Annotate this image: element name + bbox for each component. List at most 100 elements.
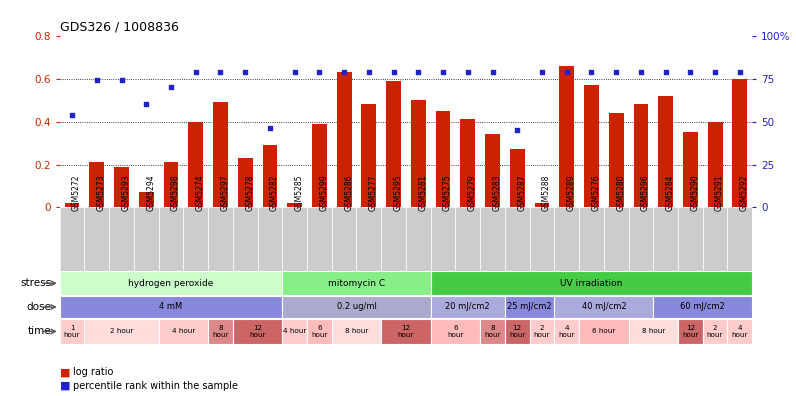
Text: 4
hour: 4 hour (732, 325, 748, 338)
Text: time: time (28, 326, 52, 337)
Point (585, 69, 598, 75)
Bar (505, 319, 529, 344)
Text: GSM5297: GSM5297 (220, 174, 229, 211)
Bar (584, 85, 599, 208)
Bar (505, 208, 529, 271)
Text: 60 mJ/cm2: 60 mJ/cm2 (681, 303, 725, 312)
Point (239, 69, 252, 75)
Bar (554, 296, 654, 318)
Text: GSM5274: GSM5274 (196, 174, 205, 211)
Text: GSM5278: GSM5278 (245, 174, 254, 211)
Point (387, 69, 400, 75)
Text: GSM5282: GSM5282 (270, 174, 279, 211)
Bar (703, 319, 728, 344)
Text: 40 mJ/cm2: 40 mJ/cm2 (582, 303, 626, 312)
Bar (283, 208, 307, 271)
Bar (332, 208, 357, 271)
Bar (208, 208, 232, 271)
Bar (232, 319, 283, 344)
Text: GSM5289: GSM5289 (567, 174, 576, 211)
Bar (411, 100, 426, 208)
Bar (213, 102, 228, 208)
Bar (60, 271, 283, 295)
Text: stress: stress (20, 278, 52, 288)
Point (412, 69, 425, 75)
Bar (554, 208, 579, 271)
Bar (381, 208, 406, 271)
Bar (480, 208, 505, 271)
Text: 2
hour: 2 hour (707, 325, 724, 338)
Text: 12
hour: 12 hour (682, 325, 699, 338)
Bar (708, 122, 723, 208)
Point (708, 69, 721, 75)
Text: GSM5294: GSM5294 (146, 174, 155, 211)
Bar (238, 158, 252, 208)
Bar (579, 319, 629, 344)
Bar (732, 78, 747, 208)
Point (91, 77, 103, 84)
Text: 8
hour: 8 hour (213, 325, 228, 338)
Bar (183, 208, 208, 271)
Bar (654, 208, 678, 271)
Bar (89, 162, 104, 208)
Bar (485, 135, 500, 208)
Bar (654, 296, 752, 318)
Point (733, 69, 746, 75)
Point (610, 69, 622, 75)
Bar (509, 150, 525, 208)
Text: ■: ■ (60, 367, 70, 377)
Bar (554, 319, 579, 344)
Bar (134, 208, 158, 271)
Bar (703, 208, 728, 271)
Bar (307, 208, 332, 271)
Text: GSM5277: GSM5277 (369, 174, 378, 211)
Bar (683, 132, 698, 208)
Point (165, 84, 178, 90)
Bar (728, 319, 752, 344)
Text: GSM5290: GSM5290 (690, 174, 700, 211)
Text: 20 mJ/cm2: 20 mJ/cm2 (446, 303, 490, 312)
Text: 6 hour: 6 hour (592, 328, 615, 334)
Text: GSM5291: GSM5291 (715, 174, 724, 211)
Text: 4
hour: 4 hour (559, 325, 575, 338)
Bar (189, 122, 203, 208)
Bar (258, 208, 283, 271)
Bar (460, 120, 475, 208)
Point (189, 69, 202, 75)
Text: 1
hour: 1 hour (64, 325, 80, 338)
Point (634, 69, 647, 75)
Point (684, 69, 696, 75)
Bar (84, 319, 158, 344)
Text: percentile rank within the sample: percentile rank within the sample (73, 381, 238, 391)
Point (288, 69, 301, 75)
Point (140, 101, 153, 108)
Text: log ratio: log ratio (73, 367, 114, 377)
Bar (579, 208, 604, 271)
Text: 8 hour: 8 hour (642, 328, 665, 334)
Text: GSM5299: GSM5299 (319, 174, 329, 211)
Text: 12
hour: 12 hour (398, 325, 414, 338)
Text: hydrogen peroxide: hydrogen peroxide (128, 279, 213, 288)
Bar (158, 319, 208, 344)
Bar (139, 192, 154, 208)
Text: 4 mM: 4 mM (159, 303, 182, 312)
Point (536, 69, 548, 75)
Point (511, 127, 524, 133)
Text: 25 mJ/cm2: 25 mJ/cm2 (507, 303, 552, 312)
Bar (60, 319, 84, 344)
Bar (386, 81, 401, 208)
Bar (332, 319, 381, 344)
Text: GSM5283: GSM5283 (493, 174, 501, 211)
Bar (283, 319, 307, 344)
Text: GSM5298: GSM5298 (171, 174, 180, 211)
Text: GSM5293: GSM5293 (122, 174, 131, 211)
Text: ■: ■ (60, 381, 70, 391)
Bar (163, 162, 178, 208)
Point (115, 77, 128, 84)
Bar (480, 319, 505, 344)
Bar (60, 296, 283, 318)
Bar (287, 203, 302, 208)
Bar (64, 203, 80, 208)
Bar (604, 208, 629, 271)
Bar (307, 319, 332, 344)
